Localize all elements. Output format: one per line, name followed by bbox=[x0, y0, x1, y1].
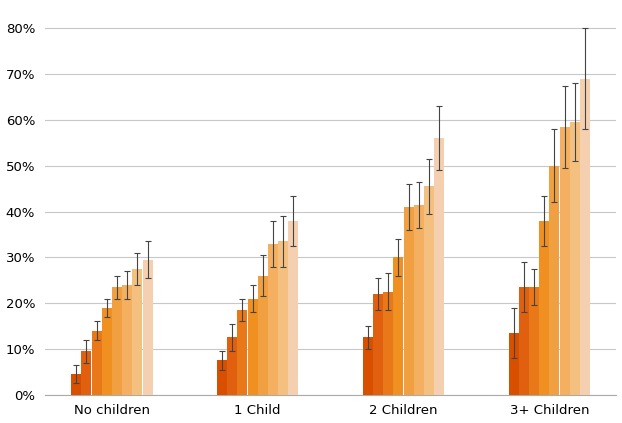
Bar bbox=[102, 308, 112, 395]
Bar bbox=[539, 221, 549, 395]
Bar bbox=[373, 294, 383, 395]
Bar bbox=[258, 276, 268, 395]
Bar bbox=[529, 287, 539, 395]
Bar bbox=[142, 260, 152, 395]
Bar bbox=[424, 187, 434, 395]
Bar bbox=[549, 166, 559, 395]
Bar bbox=[81, 351, 91, 395]
Bar bbox=[278, 242, 288, 395]
Bar bbox=[363, 338, 373, 395]
Bar bbox=[434, 138, 444, 395]
Bar bbox=[112, 287, 122, 395]
Bar bbox=[580, 79, 590, 395]
Bar bbox=[227, 338, 237, 395]
Bar bbox=[570, 122, 580, 395]
Bar bbox=[248, 299, 258, 395]
Bar bbox=[414, 205, 424, 395]
Bar bbox=[132, 269, 142, 395]
Bar bbox=[394, 257, 404, 395]
Bar bbox=[404, 207, 414, 395]
Bar bbox=[238, 310, 248, 395]
Bar bbox=[71, 374, 81, 395]
Bar bbox=[519, 287, 529, 395]
Bar bbox=[217, 360, 227, 395]
Bar bbox=[91, 331, 101, 395]
Bar bbox=[122, 285, 132, 395]
Bar bbox=[289, 221, 299, 395]
Bar bbox=[268, 244, 278, 395]
Bar bbox=[509, 333, 519, 395]
Bar bbox=[560, 127, 570, 395]
Bar bbox=[383, 292, 393, 395]
